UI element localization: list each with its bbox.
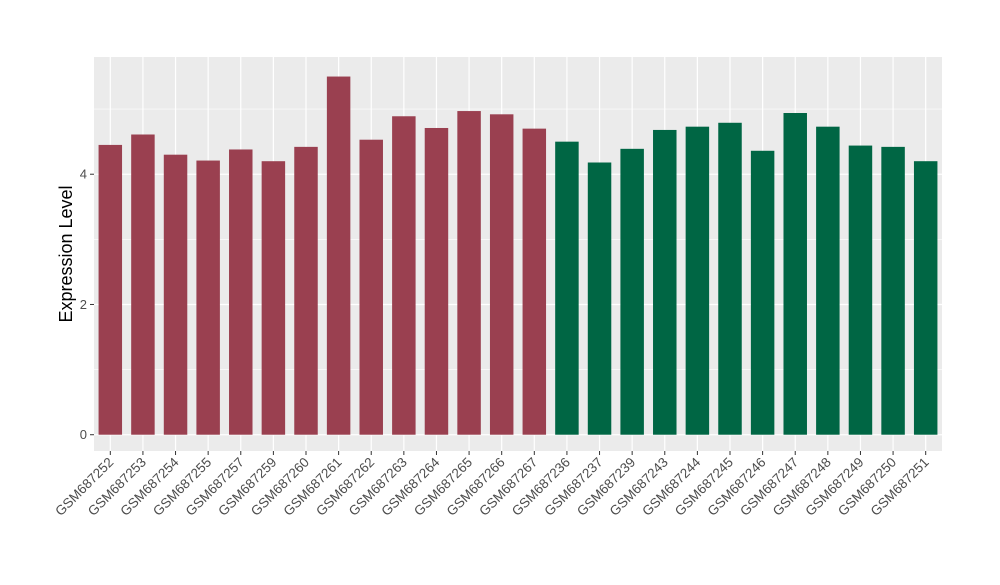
bar-GSM687259 [261, 161, 286, 435]
bar-GSM687239 [620, 148, 644, 435]
bar-GSM687246 [750, 150, 775, 435]
bar-GSM687244 [685, 126, 710, 435]
bar-GSM687265 [457, 111, 481, 435]
y-tick-label: 0 [80, 427, 87, 442]
bar-GSM687262 [359, 139, 383, 435]
bar-GSM687252 [98, 144, 123, 435]
bar-GSM687243 [653, 129, 677, 435]
bar-GSM687248 [816, 126, 840, 435]
bar-GSM687236 [555, 141, 579, 435]
bar-GSM687261 [326, 76, 351, 435]
y-axis-title: Expression Level [56, 185, 76, 322]
bar-GSM687247 [783, 113, 807, 435]
bar-GSM687263 [392, 116, 416, 435]
bar-GSM687267 [522, 128, 547, 435]
y-tick-label: 2 [80, 297, 87, 312]
panel-background [94, 57, 942, 451]
bar-GSM687266 [489, 114, 514, 435]
bar-GSM687251 [913, 161, 938, 435]
bar-GSM687254 [163, 154, 188, 435]
bar-GSM687245 [718, 122, 742, 435]
bar-GSM687253 [131, 134, 155, 435]
bar-GSM687264 [424, 127, 449, 435]
bar-GSM687255 [196, 160, 220, 435]
bar-GSM687250 [881, 146, 905, 435]
bars [98, 76, 938, 435]
bar-GSM687257 [229, 149, 253, 435]
bar-GSM687249 [848, 145, 873, 435]
y-tick-label: 4 [80, 167, 87, 182]
bar-GSM687260 [294, 146, 318, 435]
bar-GSM687237 [587, 162, 612, 435]
